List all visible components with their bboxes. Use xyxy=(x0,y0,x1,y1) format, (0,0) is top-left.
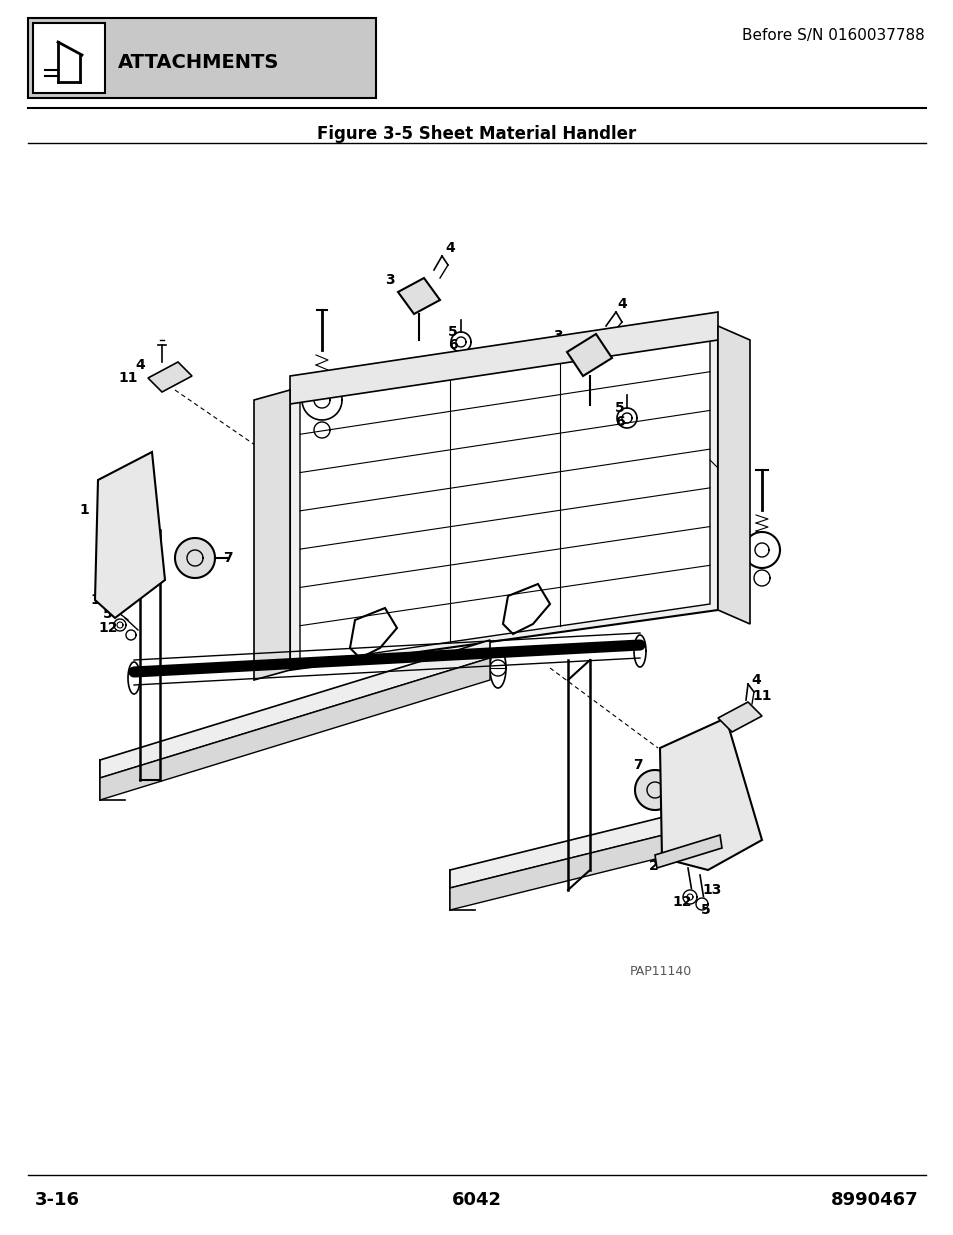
Text: 5: 5 xyxy=(103,606,112,621)
Text: 4: 4 xyxy=(445,241,455,254)
Text: 6042: 6042 xyxy=(452,1191,501,1209)
Text: PAP11140: PAP11140 xyxy=(629,965,692,978)
Polygon shape xyxy=(691,772,727,808)
Polygon shape xyxy=(617,408,637,429)
Polygon shape xyxy=(100,658,490,800)
Text: 7: 7 xyxy=(633,758,642,772)
Text: 11: 11 xyxy=(118,370,137,385)
Text: Figure 3-5 Sheet Material Handler: Figure 3-5 Sheet Material Handler xyxy=(317,125,636,143)
Polygon shape xyxy=(696,898,707,910)
Polygon shape xyxy=(718,326,749,624)
Text: 6: 6 xyxy=(615,415,624,429)
Text: ATTACHMENTS: ATTACHMENTS xyxy=(118,53,279,72)
Polygon shape xyxy=(450,800,731,888)
Polygon shape xyxy=(753,571,769,585)
Text: 13: 13 xyxy=(91,593,110,606)
Text: 13: 13 xyxy=(701,883,720,897)
Bar xyxy=(28,19,375,98)
Polygon shape xyxy=(655,835,721,868)
Polygon shape xyxy=(148,362,192,391)
Polygon shape xyxy=(743,532,780,568)
Polygon shape xyxy=(659,718,761,869)
Text: 4: 4 xyxy=(750,673,760,687)
Polygon shape xyxy=(397,278,439,314)
Polygon shape xyxy=(566,333,612,375)
Polygon shape xyxy=(290,326,718,671)
Text: 15: 15 xyxy=(718,451,737,466)
Text: 3: 3 xyxy=(385,273,395,287)
Text: 8990467: 8990467 xyxy=(830,1191,918,1209)
Polygon shape xyxy=(314,422,330,438)
Text: 4: 4 xyxy=(135,358,145,372)
Bar xyxy=(33,23,105,93)
Polygon shape xyxy=(302,380,341,420)
Text: 3: 3 xyxy=(553,329,562,343)
Text: 12: 12 xyxy=(98,621,117,635)
Text: 11: 11 xyxy=(752,689,771,703)
Polygon shape xyxy=(95,452,165,618)
Text: 3-16: 3-16 xyxy=(35,1191,80,1209)
Text: Before S/N 0160037788: Before S/N 0160037788 xyxy=(741,28,924,43)
Polygon shape xyxy=(174,538,214,578)
Text: 2: 2 xyxy=(648,860,659,873)
Text: 1: 1 xyxy=(79,503,89,517)
Polygon shape xyxy=(290,312,718,404)
Text: 9: 9 xyxy=(635,844,644,857)
Text: 4: 4 xyxy=(617,296,626,311)
Polygon shape xyxy=(100,640,490,778)
Text: 7: 7 xyxy=(223,551,233,564)
Polygon shape xyxy=(299,333,709,664)
Polygon shape xyxy=(253,390,290,680)
Polygon shape xyxy=(451,332,471,352)
Polygon shape xyxy=(126,630,136,640)
Polygon shape xyxy=(718,701,761,732)
Polygon shape xyxy=(115,515,145,545)
Polygon shape xyxy=(450,818,731,910)
Polygon shape xyxy=(114,619,126,631)
Text: 12: 12 xyxy=(672,895,691,909)
Text: 5: 5 xyxy=(615,401,624,415)
Text: 6: 6 xyxy=(448,338,457,352)
Text: 5: 5 xyxy=(700,903,710,918)
Polygon shape xyxy=(682,890,697,904)
Text: 5: 5 xyxy=(448,325,457,338)
Polygon shape xyxy=(635,769,675,810)
